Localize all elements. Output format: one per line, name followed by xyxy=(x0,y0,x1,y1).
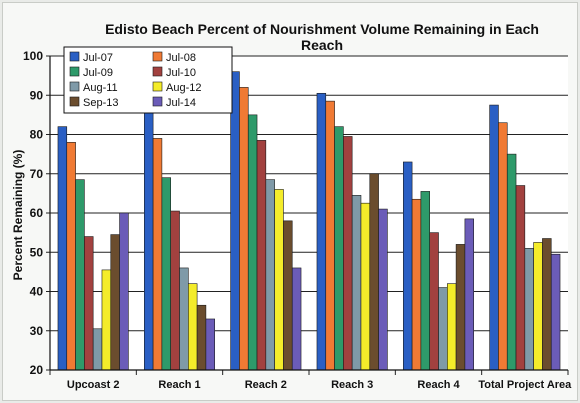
bar xyxy=(438,287,448,371)
bar xyxy=(239,87,249,371)
bar xyxy=(196,304,207,371)
y-tick-label: 40 xyxy=(30,285,44,299)
legend-swatch xyxy=(69,66,80,77)
bar xyxy=(489,104,499,371)
legend-swatch xyxy=(69,96,80,107)
y-tick-label: 70 xyxy=(30,167,44,181)
legend-label: Jul-09 xyxy=(83,67,113,79)
bar xyxy=(110,234,120,371)
bar xyxy=(247,114,258,371)
x-category-label: Upcoast 2 xyxy=(67,379,120,391)
legend-swatch xyxy=(152,81,163,92)
legend-swatch xyxy=(69,51,80,62)
bar xyxy=(515,185,526,371)
y-tick-label: 100 xyxy=(23,49,43,63)
legend-label: Sep-13 xyxy=(83,97,118,109)
bar xyxy=(446,283,457,371)
bar xyxy=(498,122,508,371)
bar xyxy=(265,179,275,371)
bar xyxy=(101,269,112,371)
y-tick-label: 20 xyxy=(30,363,44,377)
bar xyxy=(170,210,180,371)
bar xyxy=(429,232,439,371)
bar xyxy=(283,220,293,371)
bar xyxy=(402,161,413,371)
legend-swatch xyxy=(69,81,80,92)
bar xyxy=(230,71,240,371)
bar xyxy=(84,236,94,371)
bar xyxy=(57,126,68,371)
bar xyxy=(351,195,362,371)
bar xyxy=(455,244,466,371)
bar xyxy=(66,142,76,371)
bar xyxy=(152,138,163,371)
legend-label: Aug-11 xyxy=(83,82,118,94)
bar xyxy=(75,179,85,371)
bar xyxy=(205,318,215,371)
bar xyxy=(161,177,171,371)
bar xyxy=(533,242,543,371)
legend-label: Jul-07 xyxy=(83,52,113,64)
bar xyxy=(274,189,284,371)
bar xyxy=(378,208,388,371)
y-tick-label: 30 xyxy=(30,324,44,338)
bar xyxy=(542,238,552,371)
y-tick-label: 60 xyxy=(30,206,44,220)
x-category-label: Reach 3 xyxy=(331,379,373,391)
legend-label: Jul-08 xyxy=(166,52,196,64)
y-tick-label: 90 xyxy=(30,88,44,102)
legend-label: Jul-14 xyxy=(166,97,196,109)
legend-swatch xyxy=(152,51,163,62)
bar xyxy=(144,110,154,371)
bar xyxy=(316,92,327,371)
x-category-label: Reach 1 xyxy=(158,379,200,391)
bar xyxy=(411,198,422,371)
bar xyxy=(369,173,379,371)
legend-label: Jul-10 xyxy=(166,67,196,79)
chart-title-line-1: Edisto Beach Percent of Nourishment Volu… xyxy=(105,21,539,37)
bar xyxy=(343,136,353,371)
bar xyxy=(464,218,474,371)
legend-box xyxy=(63,46,233,114)
bar xyxy=(188,283,198,371)
plot-area: 20 30 40 50 60 70 80 90 100 Upcoast 2 Reach 1 Reach… xyxy=(23,46,572,391)
y-axis-label: Percent Remaining (%) xyxy=(11,150,25,281)
legend-swatch xyxy=(152,66,163,77)
bar xyxy=(524,248,534,371)
x-category-label: Reach 2 xyxy=(245,379,287,391)
bar xyxy=(334,126,344,371)
y-tick-label: 80 xyxy=(30,128,44,142)
bar xyxy=(325,100,335,371)
x-category-label: Total Project Area xyxy=(478,379,572,391)
y-tick-label: 50 xyxy=(30,245,44,259)
bar xyxy=(256,140,267,371)
legend-swatch xyxy=(152,96,163,107)
x-category-label: Reach 4 xyxy=(417,379,460,391)
legend-label: Aug-12 xyxy=(166,82,201,94)
bar xyxy=(506,153,517,371)
bar xyxy=(92,328,103,371)
bar xyxy=(291,267,302,371)
bar xyxy=(420,191,430,371)
bar xyxy=(119,212,129,371)
bar xyxy=(179,267,189,371)
bar xyxy=(360,202,371,371)
chart-title-line-2: Reach xyxy=(301,37,343,53)
bar xyxy=(550,253,561,371)
